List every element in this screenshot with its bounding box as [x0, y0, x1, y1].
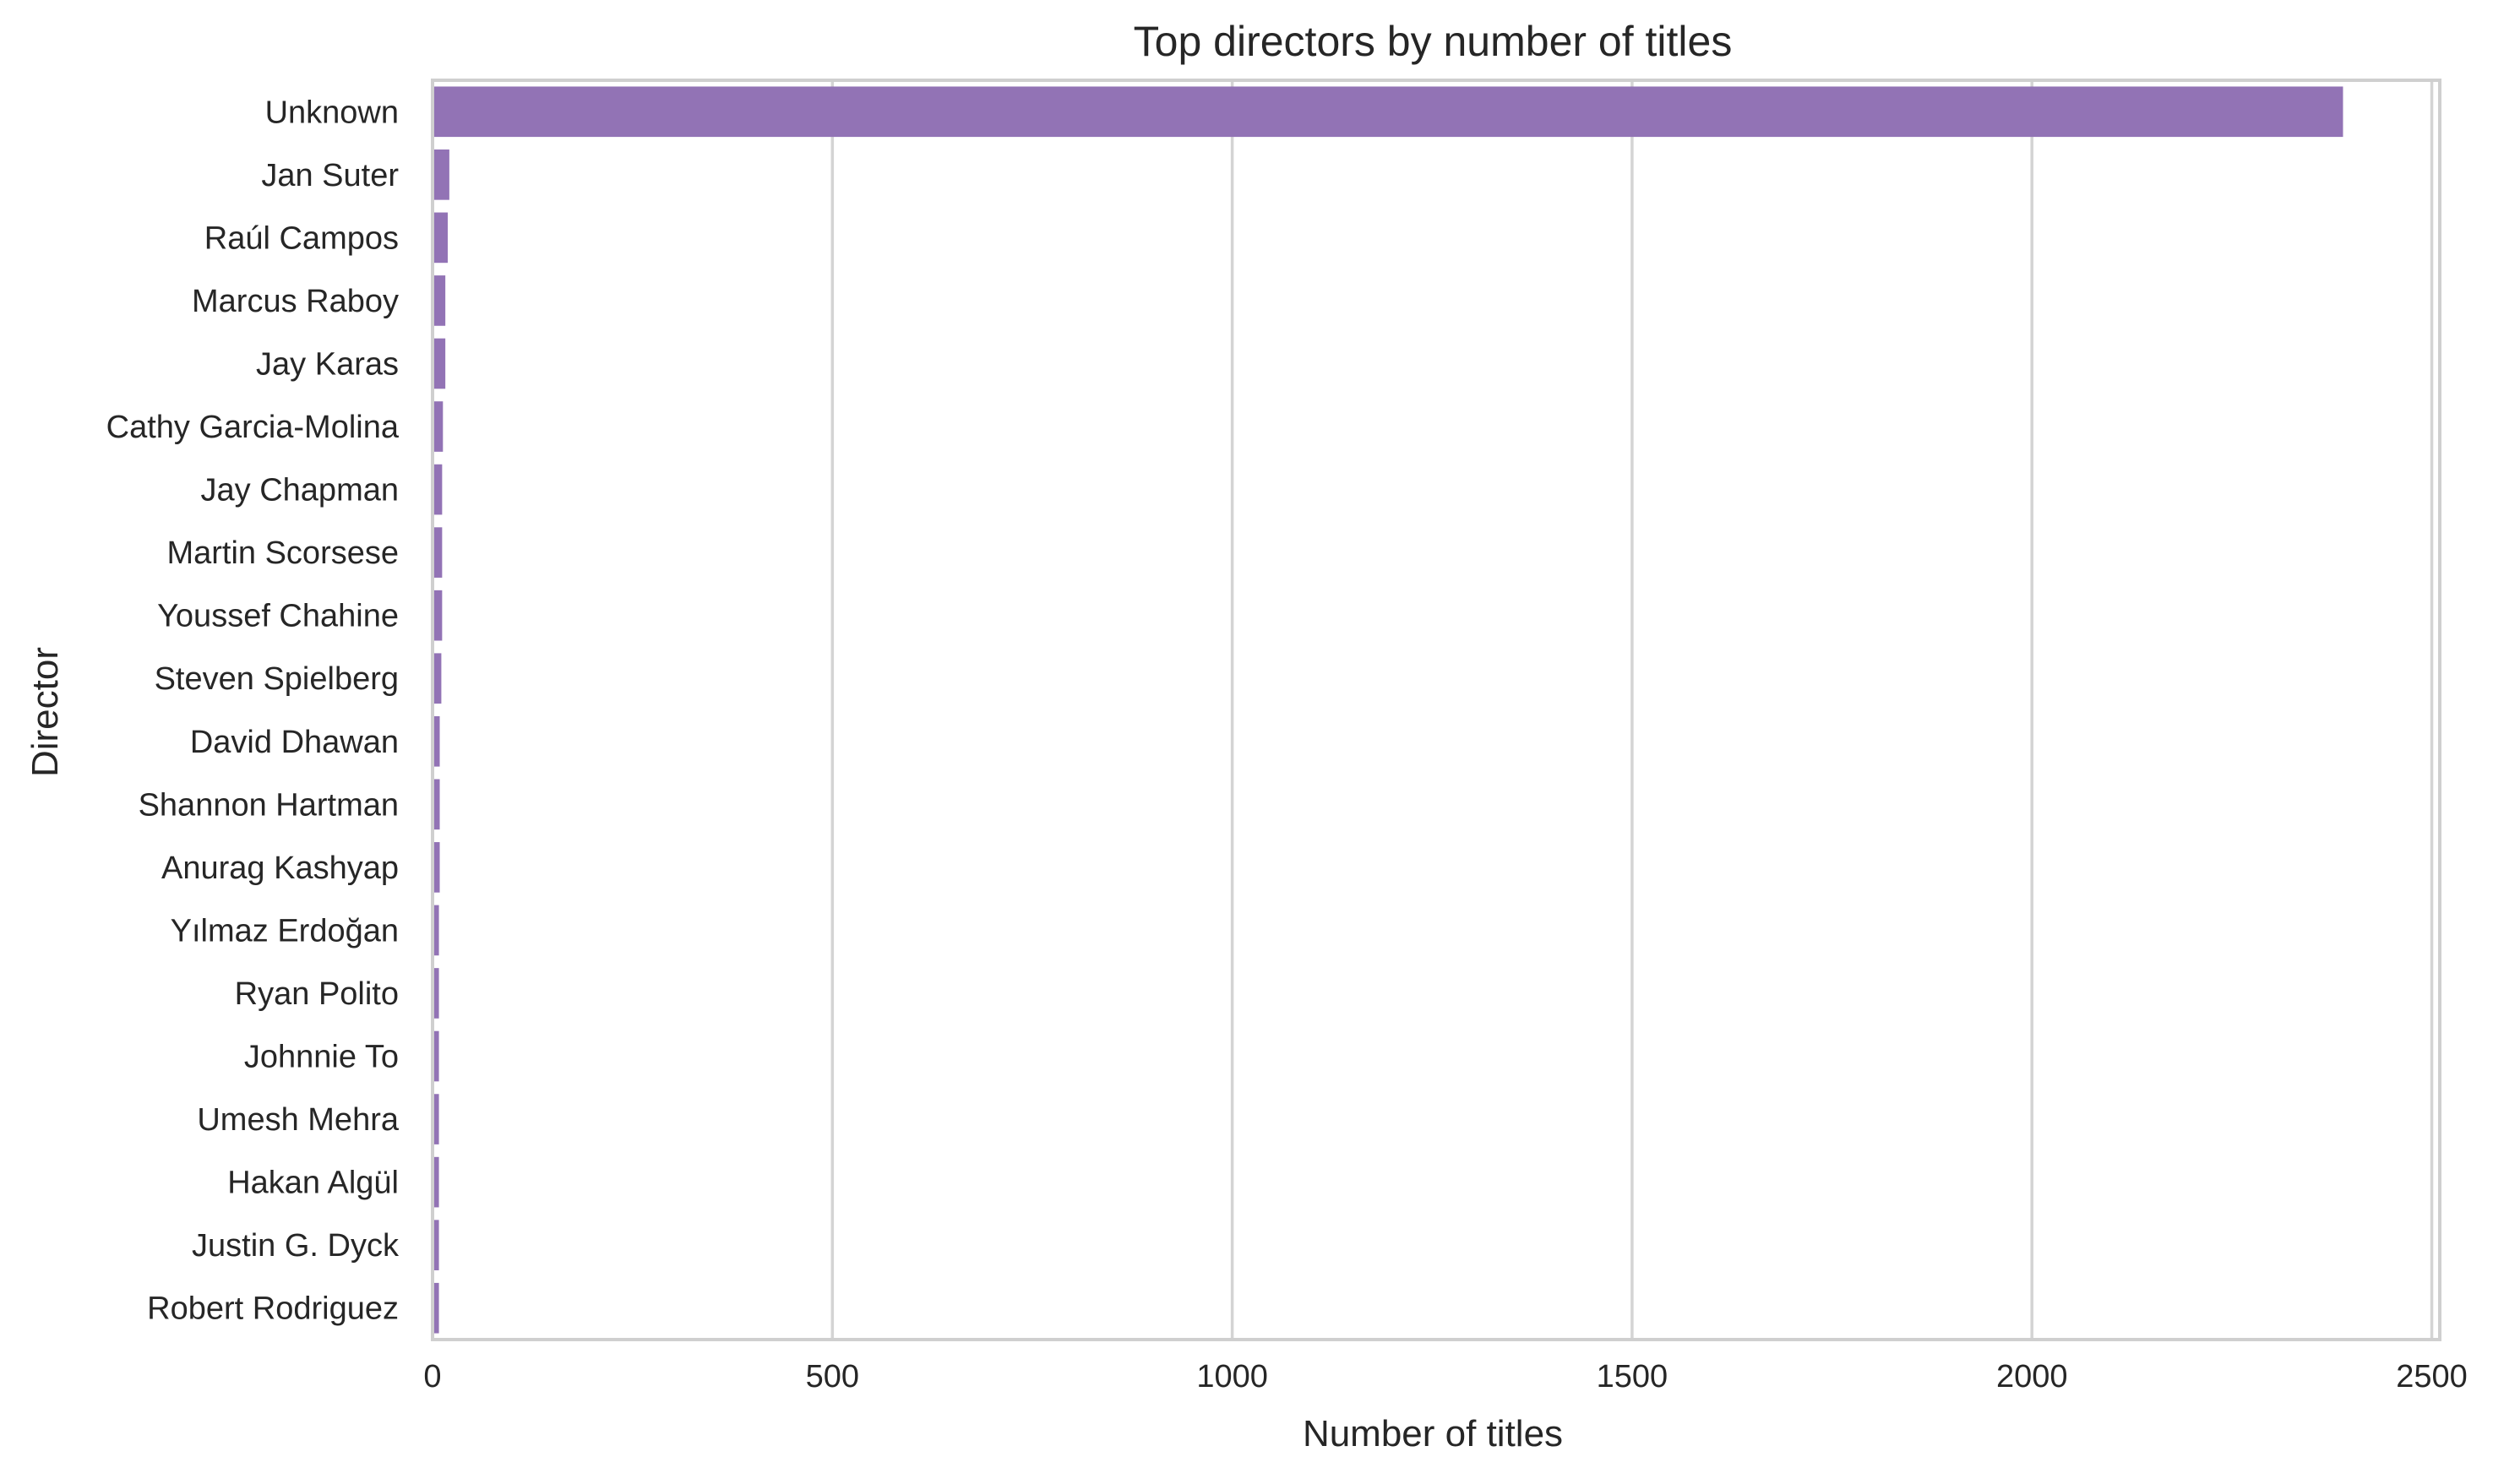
y-tick-label: Steven Spielberg [155, 661, 399, 697]
x-tick-labels: 0 500 1000 1500 2000 2500 [423, 1359, 2467, 1394]
bar [434, 1030, 439, 1082]
x-tick-label: 2000 [1996, 1359, 2068, 1394]
y-tick-labels: Unknown Jan Suter Raúl Campos Marcus Raboy J… [106, 95, 400, 1326]
bars [434, 86, 2343, 1334]
bar [434, 338, 446, 389]
bar [434, 653, 442, 704]
x-tick-label: 1000 [1196, 1359, 1268, 1394]
x-tick-label: 0 [423, 1359, 441, 1394]
y-tick-label: Unknown [265, 95, 399, 130]
x-tick-label: 500 [806, 1359, 859, 1394]
y-tick-label: Johnnie To [244, 1040, 399, 1075]
y-tick-label: Shannon Hartman [139, 787, 399, 823]
y-tick-label: Youssef Chahine [157, 599, 399, 634]
y-tick-label: Yılmaz Erdoğan [171, 913, 399, 949]
bar [434, 86, 2343, 138]
y-tick-label: Anurag Kashyap [161, 851, 399, 886]
x-axis-label: Number of titles [1303, 1413, 1563, 1454]
y-tick-label: Hakan Algül [227, 1166, 399, 1201]
x-tick-label: 2500 [2396, 1359, 2468, 1394]
bar [434, 1156, 439, 1208]
bar [434, 968, 439, 1019]
y-tick-label: Martin Scorsese [166, 535, 399, 571]
y-tick-label: Marcus Raboy [192, 284, 399, 319]
bar [434, 212, 448, 264]
bar [434, 527, 443, 578]
bar [434, 905, 439, 956]
y-tick-label: Ryan Polito [235, 976, 399, 1012]
y-tick-label: Robert Rodriguez [147, 1291, 399, 1327]
y-tick-label: Jay Karas [256, 346, 399, 382]
y-axis-label: Director [24, 647, 66, 777]
y-tick-label: Umesh Mehra [197, 1102, 399, 1138]
bar [434, 1094, 439, 1144]
x-tick-label: 1500 [1597, 1359, 1668, 1394]
bar [434, 464, 443, 515]
bar [434, 275, 446, 326]
bar [434, 715, 440, 767]
y-tick-label: Raúl Campos [204, 220, 399, 256]
bar [434, 590, 443, 641]
chart-title: Top directors by number of titles [1134, 18, 1733, 65]
bar [434, 401, 444, 452]
bar [434, 149, 449, 200]
y-tick-label: Jan Suter [261, 158, 399, 193]
bar [434, 842, 440, 893]
bar [434, 1220, 439, 1270]
bar [434, 1282, 439, 1334]
y-tick-label: Justin G. Dyck [192, 1228, 400, 1264]
y-tick-label: David Dhawan [190, 725, 399, 760]
y-tick-label: Cathy Garcia-Molina [106, 410, 400, 445]
y-tick-label: Jay Chapman [201, 473, 399, 508]
plot-frame [431, 79, 2441, 1341]
bar [434, 779, 440, 830]
